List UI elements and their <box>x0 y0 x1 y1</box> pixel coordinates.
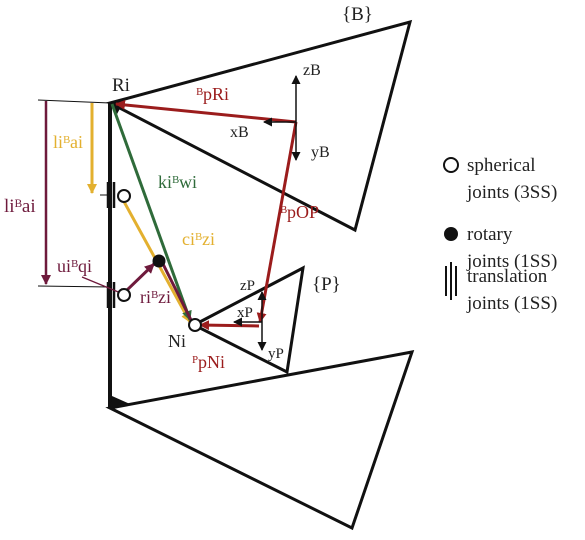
legend-spherical-line2: joints (3SS) <box>466 182 557 203</box>
label-kiBwi: kiᴮwi <box>158 172 197 192</box>
lower-triangle <box>105 350 415 531</box>
legend-rotary-line2: joints (1SS) <box>466 251 557 272</box>
label-Ri: Ri <box>112 75 130 96</box>
label-yB: yB <box>311 144 330 161</box>
bottom-corner-fill <box>110 396 130 408</box>
platform-triangle <box>190 265 305 375</box>
legend-translation-line1: translation <box>467 266 548 287</box>
label-xP: xP <box>237 305 253 321</box>
legend: spherical joints (3SS) rotary joints (1S… <box>443 155 557 314</box>
label-Ni: Ni <box>168 331 186 351</box>
label-zP: zP <box>240 278 255 294</box>
legend-translation-icon <box>445 262 457 300</box>
label-zB: zB <box>303 62 321 79</box>
vector-riBzi <box>122 262 156 295</box>
label-frame-B: {B} <box>342 4 373 25</box>
translation-joint-lower <box>106 282 116 308</box>
translation-joint-upper <box>106 182 116 208</box>
vector-PpNi <box>199 320 260 331</box>
label-riBzi: riᴮzi <box>140 287 171 307</box>
spherical-joint-upper <box>117 189 131 203</box>
base-triangle <box>105 19 413 233</box>
vector-kiBwi <box>110 103 192 321</box>
label-liBai-maroon: liᴮai <box>4 196 36 217</box>
legend-spherical-icon <box>443 157 459 173</box>
ref-line-top <box>37 99 111 104</box>
label-liBai-gold: liᴮai <box>53 132 83 152</box>
label-yP: yP <box>268 346 284 362</box>
label-BpRi: ᴮpRi <box>196 84 229 104</box>
vector-BpOP <box>256 121 298 323</box>
label-frame-P: {P} <box>312 274 341 295</box>
label-xB: xB <box>230 124 249 141</box>
rotary-joint <box>152 254 166 268</box>
legend-rotary-line1: rotary <box>467 224 513 245</box>
label-uiBqi: uiᴮqi <box>57 256 92 276</box>
legend-spherical-line1: spherical <box>467 155 536 176</box>
link-rotary-to-N <box>160 261 194 323</box>
label-PpNi: ᴾpNi <box>192 352 225 372</box>
legend-rotary-icon <box>444 227 458 241</box>
label-ciBzi: ciᴮzi <box>182 229 215 249</box>
ref-line-bottom <box>37 285 111 288</box>
spherical-joint-N <box>188 318 202 332</box>
label-BpOP: ᴮpOP <box>280 202 319 222</box>
legend-translation-line2: joints (1SS) <box>466 293 557 314</box>
spherical-joint-lower <box>117 288 131 302</box>
